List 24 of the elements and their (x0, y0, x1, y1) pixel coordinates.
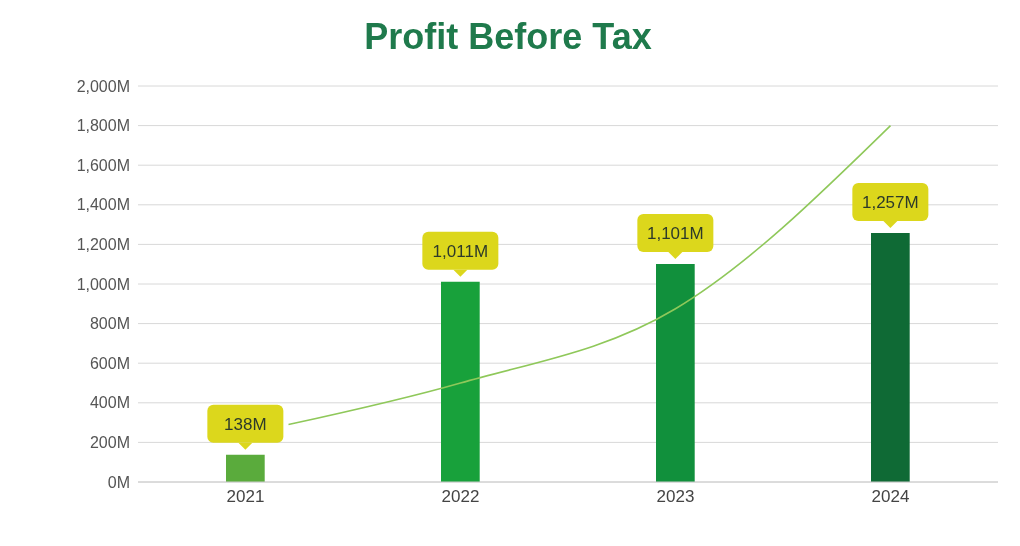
y-tick-label: 600M (89, 354, 130, 372)
y-tick-label: 0M (107, 473, 130, 491)
y-tick-label: 1,600M (76, 156, 130, 174)
x-tick-label: 2023 (656, 487, 695, 507)
bar (226, 454, 265, 482)
data-label: 1,011M (432, 241, 489, 261)
x-tick-label: 2021 (226, 487, 265, 507)
y-tick-label: 200M (89, 434, 130, 452)
y-tick-label: 1,400M (76, 196, 130, 214)
chart-title: Profit Before Tax (363, 16, 653, 59)
y-tick-label: 800M (89, 315, 130, 333)
x-tick-label: 2024 (871, 487, 910, 507)
y-tick-label: 1,800M (76, 117, 130, 135)
bar (656, 264, 695, 482)
x-tick-label: 2022 (441, 487, 480, 507)
y-tick-label: 1,200M (76, 236, 130, 254)
bar (441, 281, 480, 482)
y-tick-label: 1,000M (76, 275, 130, 293)
data-label: 138M (224, 414, 267, 434)
data-label: 1,101M (647, 224, 704, 243)
y-tick-label: 2,000M (76, 77, 130, 95)
bar (871, 233, 910, 482)
data-label: 1,257M (862, 193, 919, 213)
y-tick-label: 400M (89, 394, 130, 412)
